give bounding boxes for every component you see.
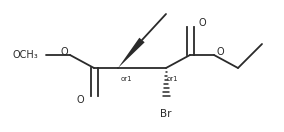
Text: OCH₃: OCH₃ <box>12 50 38 60</box>
Text: O: O <box>76 95 84 105</box>
Text: O: O <box>60 47 68 57</box>
Text: or1: or1 <box>166 76 178 82</box>
Text: or1: or1 <box>120 76 132 82</box>
Text: Br: Br <box>160 109 172 119</box>
Polygon shape <box>118 38 145 68</box>
Text: O: O <box>198 18 206 28</box>
Text: O: O <box>216 47 224 57</box>
